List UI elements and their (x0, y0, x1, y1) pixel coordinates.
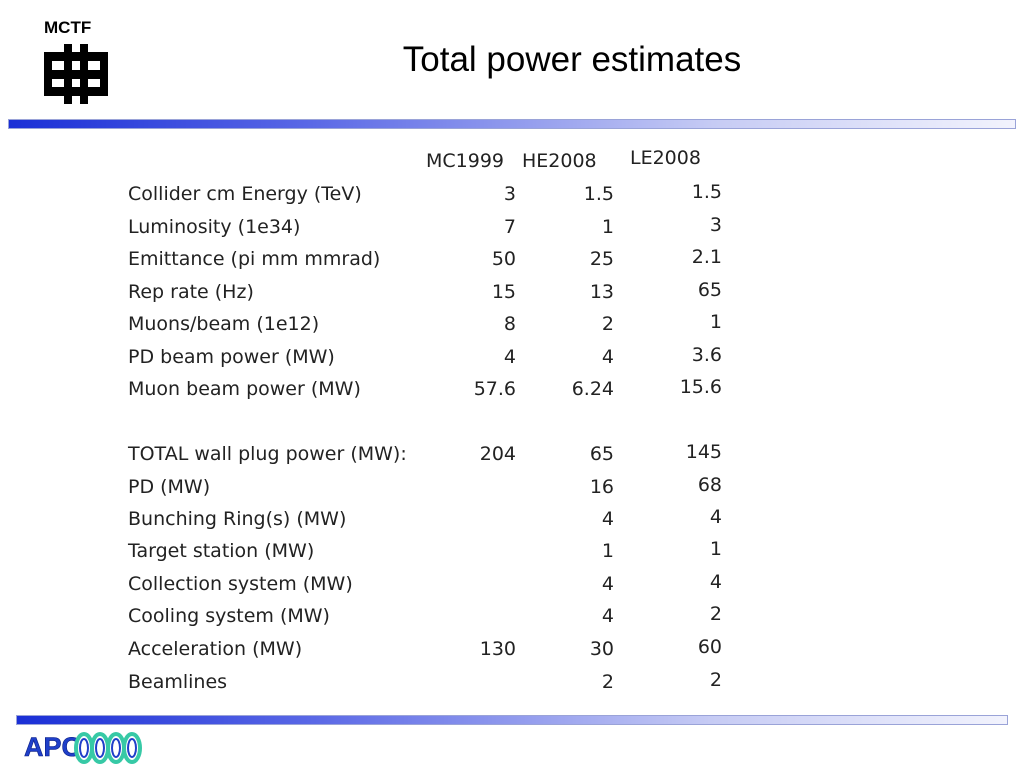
table-cell: 50 (491, 248, 516, 270)
row-label: Bunching Ring(s) (MW) (128, 508, 347, 530)
column-header-le2008: LE2008 (630, 147, 701, 169)
table-cell: 4 (503, 346, 516, 368)
table-cell: 3 (503, 183, 516, 205)
table-panel (116, 140, 732, 705)
table-cell: 3.6 (691, 344, 722, 366)
table-cell: 4 (601, 346, 614, 368)
table-cell: 1 (601, 540, 614, 562)
row-label: Muon beam power (MW) (128, 378, 361, 400)
footer-divider-bar (16, 715, 1008, 725)
row-label: TOTAL wall plug power (MW): (128, 443, 407, 465)
table-cell: 2 (709, 603, 722, 625)
table-cell: 65 (697, 279, 722, 301)
apc-rings (74, 732, 142, 764)
table-cell: 4 (709, 506, 722, 528)
apc-logo: APC (24, 732, 142, 764)
row-label: PD (MW) (128, 476, 211, 498)
row-label: PD beam power (MW) (128, 346, 335, 368)
table-cell: 16 (589, 476, 614, 498)
table-cell: 57.6 (473, 378, 516, 400)
column-header-mc1999: MC1999 (426, 150, 505, 172)
table-cell: 2 (709, 669, 722, 691)
table-cell: 8 (503, 313, 516, 335)
row-label: Muons/beam (1e12) (128, 313, 320, 335)
table-cell: 3 (709, 214, 722, 236)
table-cell: 25 (589, 248, 614, 270)
table-cell: 145 (685, 441, 722, 463)
header-divider-bar (8, 119, 1016, 129)
table-cell: 1 (601, 216, 614, 238)
table-cell: 30 (589, 638, 614, 660)
table-cell: 1 (709, 311, 722, 333)
table-cell: 1 (709, 538, 722, 560)
table-cell: 68 (697, 474, 722, 496)
table-cell: 6.24 (571, 378, 614, 400)
table-cell: 204 (479, 443, 516, 465)
table-cell: 15 (491, 281, 516, 303)
table-cell: 4 (601, 573, 614, 595)
row-label: Luminosity (1e34) (128, 216, 301, 238)
table-cell: 65 (589, 443, 614, 465)
table-cell: 2 (601, 313, 614, 335)
page-title: Total power estimates (402, 40, 742, 79)
table-cell: 4 (601, 508, 614, 530)
row-label: Acceleration (MW) (128, 638, 303, 660)
row-label: Cooling system (MW) (128, 605, 330, 627)
apc-logo-text: APC (24, 732, 81, 762)
table-cell: 4 (709, 571, 722, 593)
table-cell: 4 (601, 605, 614, 627)
column-header-he2008: HE2008 (522, 150, 597, 172)
table-cell: 15.6 (679, 376, 722, 398)
row-label: Rep rate (Hz) (128, 281, 254, 303)
row-label: Emittance (pi mm mmrad) (128, 248, 381, 270)
mctf-label: MCTF (44, 18, 92, 37)
row-label: Target station (MW) (128, 540, 315, 562)
fermilab-logo (44, 44, 108, 104)
table-cell: 13 (589, 281, 614, 303)
table-cell: 2 (601, 671, 614, 693)
table-cell: 1.5 (583, 183, 614, 205)
row-label: Beamlines (128, 671, 228, 693)
row-label: Collection system (MW) (128, 573, 353, 595)
table-cell: 130 (479, 638, 516, 660)
table-cell: 1.5 (691, 181, 722, 203)
row-label: Collider cm Energy (TeV) (128, 183, 362, 205)
table-cell: 2.1 (691, 246, 722, 268)
table-cell: 7 (503, 216, 516, 238)
table-cell: 60 (697, 636, 722, 658)
